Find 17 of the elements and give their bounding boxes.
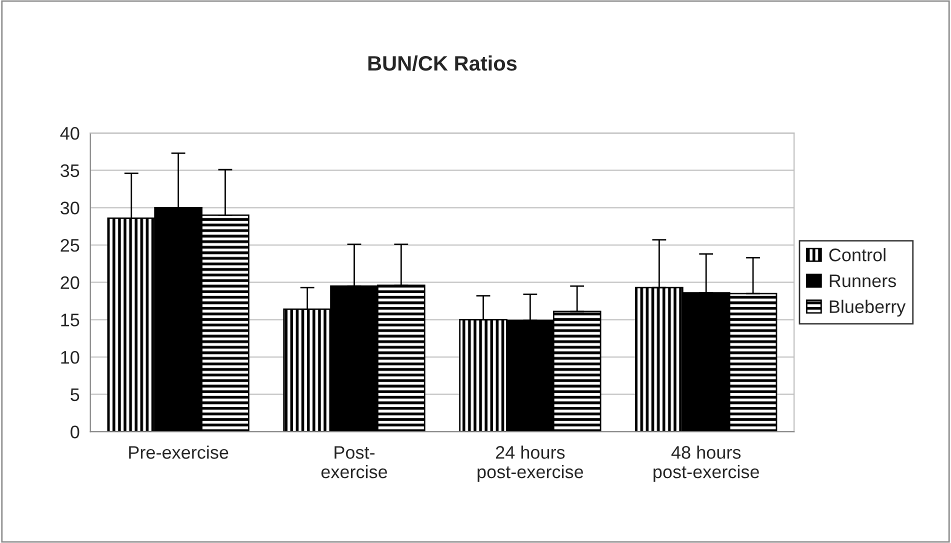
y-tick-label: 40: [60, 126, 80, 140]
x-tick-label: Pre-exercise: [129, 446, 228, 459]
x-tick-label: Post- exercise: [321, 446, 388, 478]
y-tick-label: 30: [60, 202, 80, 214]
chart-title: BUN/CK Ratios: [368, 55, 517, 71]
y-tick-label: 0: [70, 426, 80, 438]
legend-label: Runners: [830, 274, 896, 288]
y-tick-label: 35: [60, 164, 80, 178]
y-tick-label: 10: [61, 350, 80, 364]
y-tick-label: 25: [60, 238, 80, 252]
x-tick-label: 24 hours post-exercise: [478, 446, 584, 482]
x-tick-label: 48 hours post-exercise: [654, 446, 760, 482]
y-tick-label: 15: [61, 314, 80, 326]
y-tick-label: 5: [70, 388, 80, 402]
y-tick-label: 20: [60, 276, 80, 290]
legend-label: Control: [829, 248, 886, 262]
legend-label: Blueberry: [830, 300, 906, 317]
